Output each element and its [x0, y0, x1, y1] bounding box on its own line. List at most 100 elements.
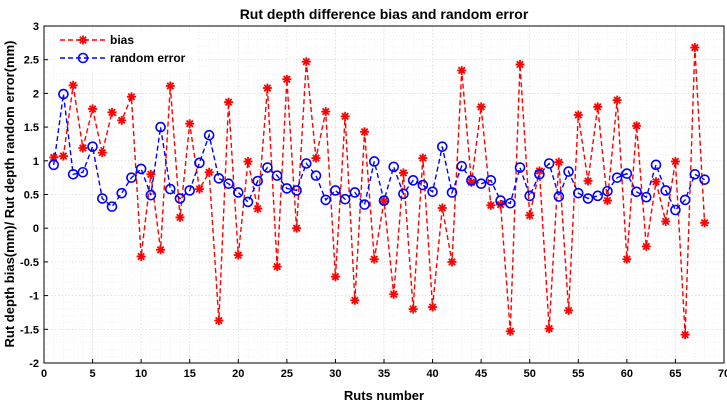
x-tick-label: 45: [475, 368, 487, 380]
point-bias: [126, 92, 136, 102]
point-random-error: [106, 201, 118, 212]
point-random-error: [194, 157, 205, 169]
y-tick-label: 1.5: [24, 122, 39, 134]
x-tick-label: 70: [718, 368, 727, 380]
point-random-error: [271, 170, 283, 181]
x-axis-ticks: 0 5 10 15 20 25 30 35 40 45 50 55 60 65 70: [41, 359, 727, 380]
y-tick-label: -0.5: [20, 257, 39, 269]
point-bias: [301, 57, 311, 67]
x-tick-label: 5: [90, 368, 96, 380]
point-bias: [447, 257, 457, 267]
point-random-error: [87, 141, 98, 152]
point-random-error: [262, 162, 273, 173]
legend-box: [54, 31, 196, 71]
point-random-error: [524, 190, 536, 202]
point-bias: [214, 316, 224, 326]
point-bias: [185, 119, 195, 129]
y-tick-label: -1: [29, 291, 39, 303]
legend: bias random error: [54, 31, 196, 71]
point-bias: [282, 74, 292, 84]
point-bias: [97, 148, 107, 158]
point-random-error: [77, 166, 89, 178]
point-random-error: [475, 178, 487, 190]
point-bias: [476, 102, 486, 112]
y-tick-label: 0.5: [24, 190, 39, 202]
point-random-error: [631, 186, 642, 198]
point-random-error: [495, 195, 506, 206]
y-axis-ticks: -2 -1.5 -1 -0.5 0 0.5 1 1.5 2 2.5 3: [20, 21, 48, 370]
point-random-error: [514, 162, 526, 173]
point-random-error: [203, 129, 215, 141]
point-bias: [146, 169, 156, 179]
point-random-error: [126, 172, 137, 183]
point-bias: [651, 177, 661, 187]
point-random-error: [164, 183, 176, 195]
point-random-error: [67, 168, 79, 180]
series-lines: [53, 47, 706, 335]
point-bias: [622, 254, 632, 264]
point-random-error: [339, 193, 351, 205]
point-bias: [525, 210, 535, 220]
x-tick-label: 50: [524, 368, 536, 380]
x-tick-label: 65: [669, 368, 681, 380]
point-bias: [165, 81, 175, 91]
point-random-error: [155, 121, 166, 133]
point-random-error: [427, 186, 438, 198]
point-bias: [437, 203, 447, 213]
x-tick-label: 15: [184, 368, 196, 380]
point-random-error: [300, 158, 312, 169]
x-tick-label: 40: [426, 368, 438, 380]
y-tick-label: -1.5: [20, 324, 39, 336]
point-bias: [117, 115, 127, 125]
point-bias: [641, 241, 651, 251]
point-bias: [661, 216, 671, 226]
point-bias: [68, 80, 78, 90]
point-random-error: [48, 159, 60, 171]
point-random-error: [359, 199, 370, 210]
point-bias: [418, 153, 428, 163]
series-line-random-error: [53, 93, 705, 212]
point-random-error: [660, 185, 672, 196]
point-bias: [670, 156, 680, 166]
point-bias: [544, 324, 554, 334]
series-markers: [48, 43, 710, 340]
point-bias: [350, 295, 360, 305]
y-axis-label: Rut depth bias(mm)/ Rut depth random err…: [2, 41, 17, 348]
point-random-error: [232, 187, 244, 198]
point-random-error: [291, 185, 302, 196]
series-line-bias: [53, 47, 706, 335]
legend-random-error-marker: [77, 52, 89, 64]
point-random-error: [621, 168, 633, 179]
x-tick-label: 20: [232, 368, 244, 380]
point-bias: [78, 143, 88, 153]
chart-title: Rut depth difference bias and random err…: [240, 6, 529, 22]
point-random-error: [689, 168, 701, 180]
point-bias: [204, 167, 214, 177]
point-random-error: [553, 191, 565, 202]
point-random-error: [417, 179, 429, 191]
point-random-error: [592, 190, 604, 202]
y-tick-label: 2: [33, 88, 39, 100]
point-random-error: [58, 88, 69, 100]
point-bias: [262, 83, 272, 93]
point-bias: [632, 121, 642, 131]
point-random-error: [407, 175, 419, 186]
point-bias: [136, 252, 146, 262]
point-bias: [340, 111, 350, 121]
point-random-error: [310, 170, 322, 181]
y-tick-label: 2.5: [24, 55, 39, 67]
point-random-error: [184, 185, 196, 196]
point-bias: [292, 223, 302, 233]
point-bias: [515, 59, 525, 69]
point-random-error: [252, 175, 264, 187]
point-random-error: [679, 194, 691, 206]
point-bias: [398, 168, 408, 178]
point-bias: [564, 305, 574, 315]
point-random-error: [96, 193, 108, 204]
point-random-error: [456, 160, 468, 172]
point-random-error: [670, 204, 681, 216]
point-bias: [583, 176, 593, 186]
point-random-error: [368, 156, 380, 167]
point-random-error: [320, 194, 332, 206]
point-random-error: [446, 187, 458, 198]
